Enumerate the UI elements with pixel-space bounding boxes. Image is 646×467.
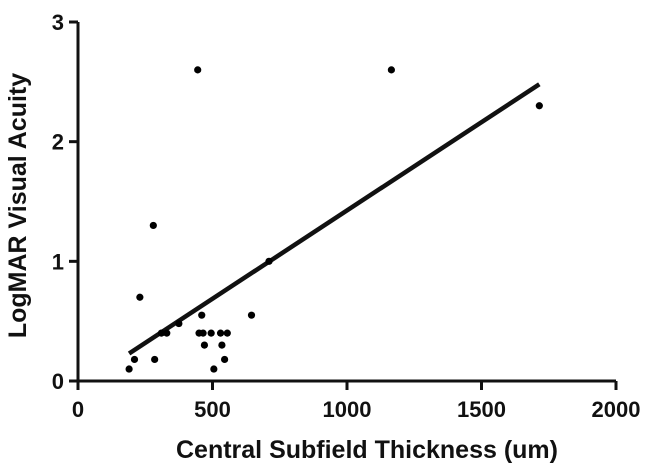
x-tick-label: 0 bbox=[72, 397, 84, 422]
y-tick-label: 1 bbox=[52, 249, 64, 274]
data-point bbox=[247, 311, 256, 319]
data-point bbox=[535, 102, 543, 110]
data-point bbox=[163, 329, 171, 337]
data-point bbox=[125, 365, 133, 373]
data-point bbox=[216, 329, 225, 337]
y-axis-ticks: 0 1 2 3 bbox=[52, 10, 78, 394]
data-point bbox=[221, 355, 229, 364]
x-tick-label: 2000 bbox=[592, 397, 641, 422]
y-tick-label: 2 bbox=[52, 130, 64, 155]
data-point bbox=[199, 329, 207, 337]
regression-line-group bbox=[127, 82, 541, 356]
x-tick-label: 1000 bbox=[323, 397, 372, 422]
data-point bbox=[200, 341, 209, 349]
x-axis-ticks: 0 500 1000 1500 2000 bbox=[72, 381, 641, 422]
axes bbox=[76, 22, 616, 383]
data-point bbox=[157, 329, 165, 337]
data-point bbox=[223, 329, 231, 337]
data-point bbox=[149, 221, 157, 230]
data-point bbox=[130, 355, 139, 364]
regression-line bbox=[127, 82, 541, 356]
data-point bbox=[387, 66, 395, 74]
y-tick-label: 3 bbox=[52, 10, 64, 35]
data-point bbox=[136, 293, 144, 301]
data-point bbox=[194, 66, 202, 74]
data-point bbox=[265, 257, 273, 265]
data-point bbox=[207, 329, 215, 337]
y-axis-title: LogMAR Visual Acuity bbox=[4, 73, 32, 338]
data-points bbox=[125, 66, 543, 373]
data-point bbox=[198, 311, 206, 319]
x-tick-label: 1500 bbox=[457, 397, 506, 422]
data-point bbox=[175, 319, 183, 328]
data-point bbox=[210, 365, 218, 373]
x-axis-title: Central Subfield Thickness (um) bbox=[176, 436, 558, 464]
data-point bbox=[151, 355, 159, 364]
x-tick-label: 500 bbox=[194, 397, 231, 422]
y-tick-label: 0 bbox=[52, 369, 64, 394]
data-point bbox=[218, 341, 226, 349]
